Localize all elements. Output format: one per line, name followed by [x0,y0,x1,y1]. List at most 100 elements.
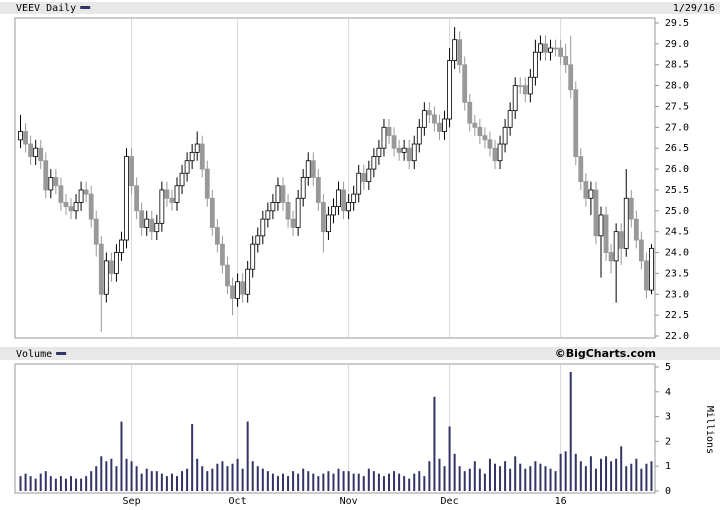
candle-body [235,281,240,299]
volume-bar [625,466,628,491]
volume-bar [297,473,300,491]
volume-bar [393,471,396,491]
candle-body [280,185,286,203]
volume-bar [34,478,37,491]
volume-bar [534,461,537,491]
candle-body [381,126,387,149]
volume-bar [226,466,229,491]
candle-body [23,131,28,145]
volume-bar [266,471,269,491]
candle-body [18,131,23,141]
header-bar [0,2,720,14]
volume-bar [357,473,360,491]
candle-body [204,168,210,199]
volume-bar [488,458,491,491]
candle-body [447,60,452,120]
candle-body [174,185,180,203]
candle-body [386,126,392,137]
volume-bar [231,463,234,491]
volume-bar [372,471,375,491]
volume-bar [317,476,320,491]
y-tick-label: 27.0 [665,122,689,133]
date-label: 1/29/16 [673,3,715,14]
candle-body [265,210,271,220]
volume-bar [241,468,244,491]
volume-bar [165,476,168,491]
volume-bar [120,421,123,491]
volume-bar [95,466,98,491]
candle-body [240,281,246,295]
candle-body [103,260,109,295]
volume-bar [135,466,138,491]
volume-bar [494,463,496,491]
candle-body [593,189,599,237]
volume-bar [584,466,587,491]
candle-body [184,160,190,174]
volume-bar [428,461,431,491]
x-tick-label: Dec [441,496,459,507]
candle-body [482,135,488,141]
candle-body [290,218,296,228]
volume-bar [594,468,597,491]
candle-body [583,181,589,199]
volume-bar [70,476,72,491]
volume-bar [549,468,552,491]
candle-body [326,214,331,233]
volume-bar [312,473,315,491]
volume-bar [186,468,189,491]
y-tick-label: 24.0 [665,248,689,259]
volume-bar [382,476,385,491]
volume-bar [287,476,290,491]
candle-body [391,135,397,149]
candle-body [194,143,200,153]
x-tick-label: Sep [123,496,141,507]
candle-body [320,202,326,233]
candle-body [563,55,569,66]
volume-bar [377,473,380,491]
candle-body [442,118,447,132]
y-tick-label: 24.5 [665,227,689,238]
candle-body [527,76,533,95]
volume-bar [221,461,224,491]
volume-bar [130,461,133,491]
y-tick-label: 25.0 [665,206,689,217]
volume-bar [423,476,426,491]
volume-bar [433,396,436,491]
volume-bar [529,466,532,491]
candle-body [432,114,437,124]
candle-body [58,185,64,203]
volume-bar [155,471,158,491]
volume-bar [327,471,330,491]
candle-body [214,227,220,245]
volume-bar [105,461,108,491]
volume-header-bar [0,347,720,360]
candle-body [487,139,493,149]
credit: ©BigCharts.com [555,347,656,360]
volume-bar [615,458,618,491]
volume-bar [140,473,143,491]
candle-body [437,122,442,132]
volume-panel [14,363,656,494]
volume-bar [261,468,264,491]
candle-body [457,39,463,66]
candle-body [315,177,321,203]
volume-bar [216,463,219,491]
volume-bar [630,463,633,491]
volume-bar [650,461,653,491]
volume-bar [59,476,62,491]
volume-bar [145,468,148,491]
volume-bar [100,456,103,491]
price-panel [14,17,656,339]
candle-body [421,110,427,128]
candle-body [618,231,624,249]
volume-bar [302,468,305,491]
candle-body [346,202,352,212]
candle-body [638,239,644,262]
y-tick-label: 29.0 [665,39,689,50]
volume-bar [458,466,461,491]
candle-body [573,89,579,157]
volume-bar [39,473,42,491]
volume-bar [251,461,254,491]
volume-bar [150,471,153,491]
volume-bar [332,473,335,491]
